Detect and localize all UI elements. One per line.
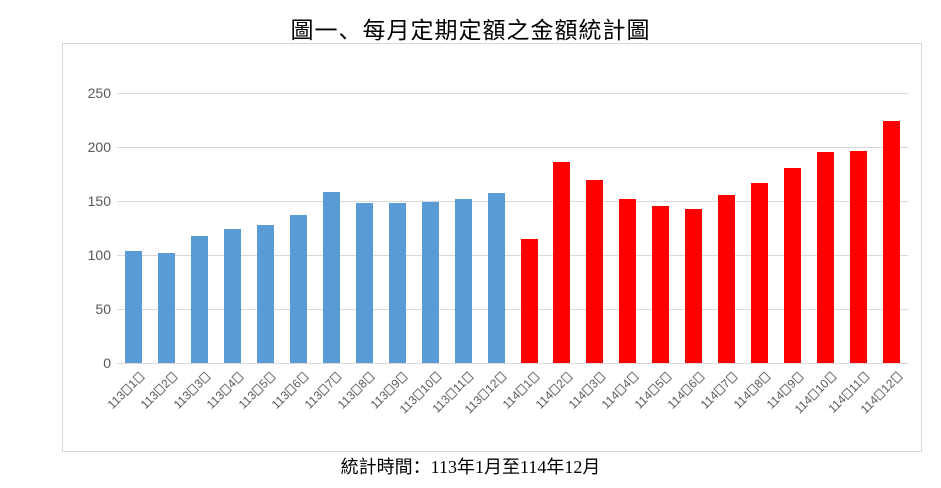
missing-glyph-box — [185, 383, 199, 396]
missing-glyph-box — [823, 371, 837, 385]
bar-113年8月 — [355, 203, 373, 363]
missing-glyph-box — [680, 383, 694, 396]
missing-glyph-box — [350, 383, 364, 396]
missing-glyph-box — [713, 383, 726, 396]
bar-114年7月 — [718, 195, 736, 363]
bar-113年7月 — [322, 192, 340, 363]
missing-glyph-box — [317, 383, 331, 396]
bar-113年4月 — [223, 229, 241, 363]
missing-glyph-box — [445, 387, 459, 401]
missing-glyph-box — [218, 383, 232, 396]
bar-114年10月 — [817, 152, 835, 363]
missing-glyph-box — [515, 383, 529, 396]
chart-frame: 0 50 100 150 200 250 1131 1132 1133 1134 1135 1136 1… — [62, 43, 922, 452]
bar-114年11月 — [850, 151, 868, 363]
bar-114年3月 — [586, 180, 604, 363]
missing-glyph-box — [383, 383, 397, 396]
missing-glyph-box — [251, 383, 265, 396]
missing-glyph-box — [593, 371, 606, 385]
chart-caption: 統計時間：113年1月至114年12月 — [340, 457, 601, 477]
y-tick-label-50: 50 — [95, 301, 111, 317]
gridline-250 — [117, 93, 908, 94]
y-tick-label-100: 100 — [87, 247, 111, 263]
missing-glyph-box — [284, 383, 298, 396]
missing-glyph-box — [581, 383, 595, 396]
missing-glyph-box — [873, 387, 887, 401]
gridline-0 — [117, 363, 908, 364]
missing-glyph-box — [152, 383, 166, 396]
bar-113年1月 — [125, 251, 142, 363]
missing-glyph-box — [395, 371, 409, 385]
bar-113年6月 — [289, 215, 307, 363]
missing-glyph-box — [614, 383, 628, 396]
missing-glyph-box — [329, 371, 343, 385]
missing-glyph-box — [230, 371, 244, 385]
y-tick-label-250: 250 — [87, 85, 111, 101]
missing-glyph-box — [411, 387, 425, 401]
bar-114年2月 — [553, 162, 571, 363]
missing-glyph-box — [790, 371, 804, 385]
bar-113年5月 — [256, 225, 274, 363]
missing-glyph-box — [626, 371, 639, 385]
missing-glyph-box — [841, 387, 854, 401]
gridline-100 — [117, 255, 908, 256]
bar-114年8月 — [751, 183, 769, 363]
missing-glyph-box — [494, 371, 508, 385]
missing-glyph-box — [889, 371, 903, 385]
missing-glyph-box — [477, 387, 491, 401]
bar-113年2月 — [157, 253, 175, 363]
missing-glyph-box — [461, 371, 475, 385]
bar-113年3月 — [190, 236, 208, 363]
missing-glyph-box — [856, 371, 870, 385]
missing-glyph-box — [746, 383, 759, 396]
missing-glyph-box — [527, 371, 541, 385]
missing-glyph-box — [131, 371, 145, 385]
bar-113年12月 — [487, 193, 505, 363]
y-tick-label-150: 150 — [87, 193, 111, 209]
bar-114年9月 — [784, 168, 802, 363]
missing-glyph-box — [263, 371, 277, 385]
missing-glyph-box — [296, 371, 310, 385]
y-tick-label-200: 200 — [87, 139, 111, 155]
bar-114年1月 — [520, 239, 538, 363]
missing-glyph-box — [659, 371, 672, 385]
y-tick-label-0: 0 — [103, 355, 111, 371]
missing-glyph-box — [779, 383, 792, 396]
gridline-50 — [117, 309, 908, 310]
missing-glyph-box — [758, 371, 771, 385]
bar-114年5月 — [652, 206, 670, 363]
missing-glyph-box — [548, 383, 562, 396]
bar-114年12月 — [883, 121, 900, 363]
bar-113年11月 — [454, 199, 472, 363]
plot-area: 0 50 100 150 200 250 1131 1132 1133 1134 1135 1136 1… — [63, 44, 921, 451]
missing-glyph-box — [692, 371, 705, 385]
missing-glyph-box — [197, 371, 211, 385]
missing-glyph-box — [560, 371, 573, 385]
bar-114年4月 — [619, 199, 637, 363]
chart-title: 圖一、每月定期定額之金額統計圖 — [290, 18, 651, 43]
gridline-150 — [117, 201, 908, 202]
missing-glyph-box — [428, 371, 442, 385]
missing-glyph-box — [120, 383, 133, 396]
missing-glyph-box — [807, 387, 821, 401]
missing-glyph-box — [362, 371, 376, 385]
missing-glyph-box — [725, 371, 738, 385]
missing-glyph-box — [164, 371, 178, 385]
missing-glyph-box — [647, 383, 661, 396]
bar-114年6月 — [685, 209, 703, 363]
bar-113年9月 — [388, 203, 406, 363]
gridline-200 — [117, 147, 908, 148]
bar-113年10月 — [421, 202, 439, 363]
